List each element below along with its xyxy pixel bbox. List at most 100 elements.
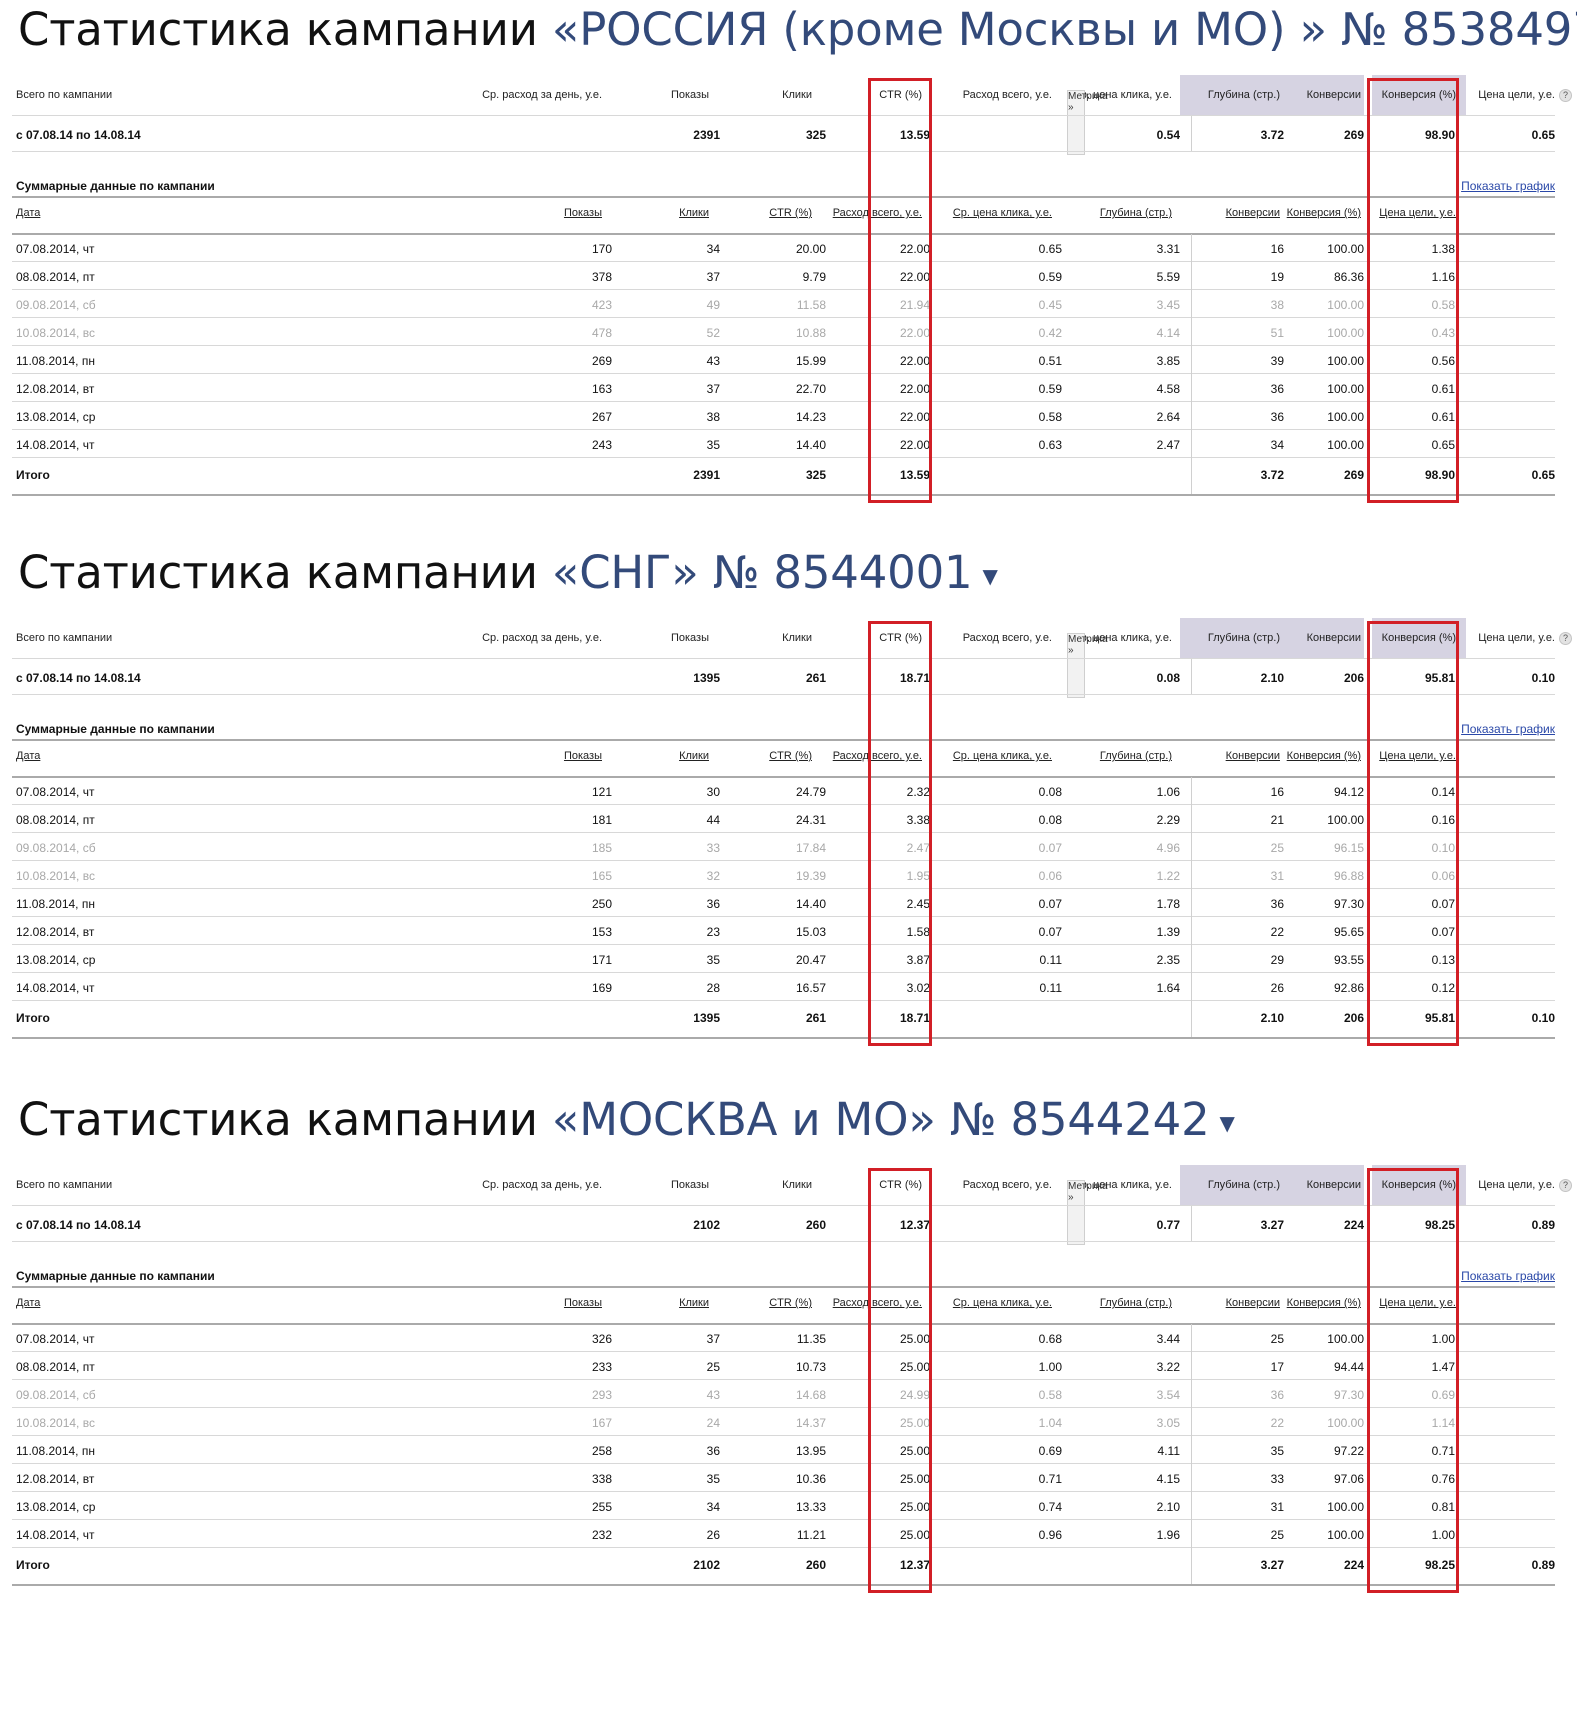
divider	[12, 373, 1555, 374]
row-value: 100.00	[1327, 242, 1364, 256]
row-value: 293	[591, 1388, 612, 1402]
campaign-stats-table: Всего по кампании Ср. расход за день, у.е…	[12, 75, 1572, 515]
row-value: 34	[706, 242, 720, 256]
sort-col-header[interactable]: Расход всего, у.е.	[832, 750, 922, 762]
row-value: 22.00	[899, 326, 930, 340]
row-value: 29	[1270, 953, 1284, 967]
row-value: 24.99	[899, 1388, 930, 1402]
help-icon[interactable]: ?	[1559, 1179, 1572, 1192]
summary-col-header: Клики	[782, 1179, 812, 1191]
sort-col-header[interactable]: Конверсии	[1225, 1297, 1280, 1309]
row-date: 13.08.2014, ср	[16, 953, 96, 967]
sort-col-header[interactable]: Клики	[679, 1297, 709, 1309]
row-value: 0.59	[1038, 382, 1062, 396]
metrika-toggle[interactable]: Метрика »	[1067, 633, 1108, 698]
row-value: 24.31	[795, 813, 826, 827]
sort-col-header[interactable]: Дата	[16, 1297, 41, 1309]
row-value: 0.71	[1431, 1444, 1455, 1458]
total-value: 12.37	[899, 1558, 930, 1572]
row-value: 96.15	[1333, 841, 1364, 855]
metrika-toggle[interactable]: Метрика »	[1067, 90, 1108, 155]
sort-col-header[interactable]: Конверсия (%)	[1286, 207, 1361, 219]
summary-value: 2391	[693, 128, 720, 142]
row-value: 52	[706, 326, 720, 340]
row-value: 35	[1270, 1444, 1284, 1458]
total-value: 0.65	[1531, 468, 1555, 482]
sort-col-header[interactable]: Показы	[563, 750, 602, 762]
row-value: 0.58	[1038, 410, 1062, 424]
show-chart-link[interactable]: Показать график	[1461, 179, 1555, 193]
sort-col-header[interactable]: Расход всего, у.е.	[832, 207, 922, 219]
divider	[12, 1435, 1555, 1436]
sort-col-header[interactable]: Глубина (стр.)	[1099, 750, 1172, 762]
sort-col-header[interactable]: Клики	[679, 750, 709, 762]
row-value: 13.33	[795, 1500, 826, 1514]
campaign-title: Статистика кампании «РОССИЯ (кроме Москв…	[18, 0, 1577, 60]
campaign-name: «СНГ» № 8544001	[551, 546, 973, 599]
sort-col-header[interactable]: Цена цели, у.е.	[1379, 1297, 1456, 1309]
row-value: 1.58	[906, 925, 930, 939]
row-value: 95.65	[1333, 925, 1364, 939]
divider	[12, 1463, 1555, 1464]
divider	[12, 151, 1555, 152]
divider	[12, 1584, 1555, 1586]
metrika-toggle[interactable]: Метрика »	[1067, 1180, 1108, 1245]
sort-col-header[interactable]: Цена цели, у.е.	[1379, 207, 1456, 219]
sort-col-header[interactable]: Расход всего, у.е.	[832, 1297, 922, 1309]
sort-col-header[interactable]: Конверсии	[1225, 207, 1280, 219]
help-icon[interactable]: ?	[1559, 89, 1572, 102]
help-icon[interactable]: ?	[1559, 632, 1572, 645]
sort-col-header[interactable]: CTR (%)	[769, 1297, 812, 1309]
sort-col-header[interactable]: Глубина (стр.)	[1099, 207, 1172, 219]
sort-col-header[interactable]: Цена цели, у.е.	[1379, 750, 1456, 762]
summary-col-header: Конверсии	[1306, 632, 1361, 644]
sort-col-header[interactable]: Конверсия (%)	[1286, 1297, 1361, 1309]
sort-col-header[interactable]: Клики	[679, 207, 709, 219]
row-value: 0.12	[1431, 981, 1455, 995]
sort-col-header[interactable]: Показы	[563, 1297, 602, 1309]
row-value: 0.58	[1038, 1388, 1062, 1402]
sort-col-header[interactable]: Конверсия (%)	[1286, 750, 1361, 762]
summary-col-header: Конверсия (%)	[1381, 1179, 1456, 1191]
sort-col-header[interactable]: Дата	[16, 750, 41, 762]
sort-col-header[interactable]: Ср. цена клика, у.е.	[952, 1297, 1052, 1309]
show-chart-link[interactable]: Показать график	[1461, 722, 1555, 736]
column-divider	[1191, 1206, 1192, 1241]
row-value: 23	[706, 925, 720, 939]
section-title: Суммарные данные по кампании	[16, 179, 215, 193]
show-chart-link[interactable]: Показать график	[1461, 1269, 1555, 1283]
summary-value: 0.77	[1156, 1218, 1180, 1232]
sort-col-header[interactable]: CTR (%)	[769, 207, 812, 219]
divider	[12, 457, 1555, 458]
sort-col-header[interactable]: Ср. цена клика, у.е.	[952, 207, 1052, 219]
row-date: 08.08.2014, пт	[16, 270, 95, 284]
sort-col-header[interactable]: Дата	[16, 207, 41, 219]
dropdown-arrow-icon[interactable]: ▼	[1219, 1111, 1235, 1135]
dropdown-arrow-icon[interactable]: ▼	[982, 564, 998, 588]
row-value: 0.74	[1038, 1500, 1062, 1514]
row-value: 35	[706, 953, 720, 967]
row-value: 22.00	[899, 438, 930, 452]
column-divider	[1191, 659, 1192, 694]
summary-value: 1395	[693, 671, 720, 685]
row-value: 0.16	[1431, 813, 1455, 827]
summary-col-header: Конверсии	[1306, 1179, 1361, 1191]
sort-col-header[interactable]: Конверсии	[1225, 750, 1280, 762]
row-value: 16	[1270, 242, 1284, 256]
row-date: 11.08.2014, пн	[16, 897, 95, 911]
campaign-name: «МОСКВА и МО» № 8544242	[551, 1093, 1210, 1146]
row-value: 0.63	[1038, 438, 1062, 452]
row-value: 22.00	[899, 242, 930, 256]
row-value: 1.00	[1431, 1528, 1455, 1542]
sort-col-header[interactable]: CTR (%)	[769, 750, 812, 762]
sort-col-header[interactable]: Глубина (стр.)	[1099, 1297, 1172, 1309]
summary-col-header: Показы	[670, 89, 709, 101]
sort-col-header[interactable]: Показы	[563, 207, 602, 219]
row-value: 269	[591, 354, 612, 368]
row-value: 22.00	[899, 354, 930, 368]
row-value: 25.00	[899, 1500, 930, 1514]
divider	[12, 1037, 1555, 1039]
sort-col-header[interactable]: Ср. цена клика, у.е.	[952, 750, 1052, 762]
row-value: 0.07	[1431, 897, 1455, 911]
row-value: 93.55	[1333, 953, 1364, 967]
